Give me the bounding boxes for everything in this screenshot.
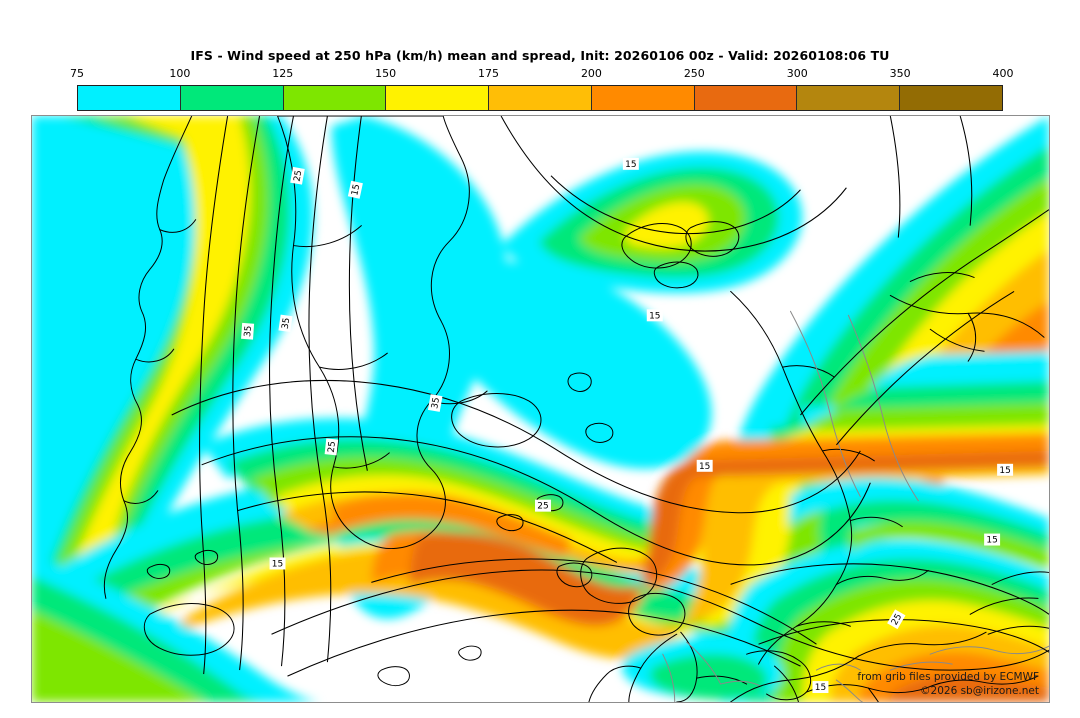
colorbar-swatch [283,86,387,110]
contour-label: 35 [430,397,442,410]
contour-label: 15 [699,462,710,472]
contour-label: 15 [999,466,1010,476]
colorbar-tick-labels: 75 100 125 150 175 200 250 300 350 400 [70,67,1014,82]
contour-label: 35 [243,325,254,337]
colorbar-tick: 400 [992,67,1014,80]
fill-band-chartreuse [251,442,780,565]
contour-label: 15 [815,683,826,693]
fill-band-darkorange [884,674,1049,702]
colorbar-tick: 200 [580,67,602,80]
fill-band-amber [83,448,1049,677]
weather-map[interactable]: 35 25 25 15 35 [31,115,1050,703]
colorbar-swatch [694,86,798,110]
contour-label: 15 [272,559,283,569]
colorbar-tick: 250 [683,67,705,80]
contour-label: 25 [537,502,548,512]
fill-band-chartreuse [32,610,208,702]
page-title: IFS - Wind speed at 250 hPa (km/h) mean … [190,48,890,63]
spread-contour-layer [171,116,1049,677]
fill-band-green [818,500,1049,559]
fill-band-yellow [275,456,754,569]
contour-label: 15 [350,183,362,196]
colorbar-swatch [900,86,1003,110]
fill-band-cyan [423,261,712,469]
colorbar-tick: 150 [375,67,397,80]
colorbar-tick: 350 [889,67,911,80]
fill-band-chartreuse [850,521,1049,571]
fill-band-yellow [625,201,709,249]
contour-label: 15 [649,311,660,321]
colorbar-tick: 175 [478,67,500,80]
fill-band-orange-core [331,492,571,559]
colorbar-swatch [591,86,695,110]
fill-band-cyan [788,477,1049,551]
colorbar-tick: 300 [786,67,808,80]
contour-label: 25 [293,169,305,182]
fill-band-darkorange [409,450,1049,625]
windspeed-fill-layer [32,116,1049,702]
spread-contour-labels: 35 25 25 15 35 [241,157,1014,693]
colorbar-tick: 100 [169,67,191,80]
map-canvas: 35 25 25 15 35 [32,116,1049,702]
colorbar-swatch [78,86,181,110]
colorbar-swatch [489,86,592,110]
contour-label: 25 [890,612,904,627]
colorbar-tick: 125 [272,67,294,80]
colorbar-swatch [386,86,490,110]
colorbar-swatch [180,86,284,110]
colorbar-swatch [797,86,901,110]
contour-label: 35 [281,317,293,330]
contour-label: 15 [986,536,997,546]
colorbar: 75 100 125 150 175 200 250 300 350 400 [70,68,1014,111]
colorbar-tick: 75 [70,67,84,80]
contour-label: 25 [327,441,338,453]
coastline-layer [103,116,1049,702]
colorbar-swatches [77,85,1003,111]
contour-label: 15 [625,160,636,170]
